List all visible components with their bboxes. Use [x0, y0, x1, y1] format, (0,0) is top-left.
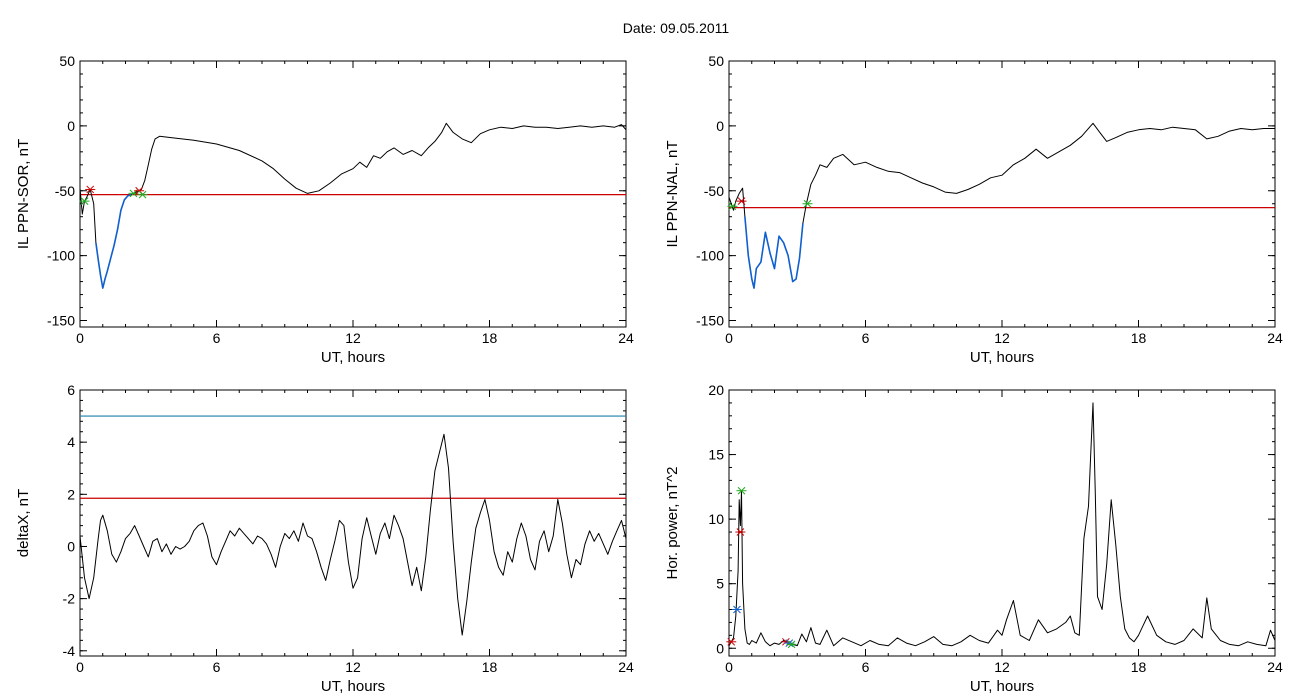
marker-stroke	[787, 640, 796, 649]
x-tick-label: 24	[1267, 330, 1283, 346]
panel-ppn-sor: 0 6 12 18 24 -150 -100 -50 0 50 UT, hours IL PPN-SO…	[15, 53, 634, 366]
x-tick-label: 18	[482, 659, 498, 675]
marker-stroke	[86, 185, 95, 194]
x-tick-label: 12	[994, 330, 1010, 346]
x-tick-label: 6	[862, 659, 870, 675]
marker-stroke	[135, 186, 144, 195]
y-tick-label: -4	[63, 643, 76, 659]
x-tick-label: 12	[994, 659, 1010, 675]
y-tick-label: 50	[708, 53, 724, 69]
y-tick-label: -150	[47, 313, 75, 329]
plot-area	[729, 402, 1275, 647]
figure-title: Date: 09.05.2011	[623, 20, 730, 36]
data-series-line	[80, 122, 626, 289]
x-tick-label: 6	[213, 330, 221, 346]
data-series-line	[729, 122, 1275, 289]
marker-stroke	[728, 202, 737, 211]
y-axis-label: deltaX, nT	[15, 489, 32, 557]
marker-stroke	[785, 639, 794, 647]
y-tick-label: 5	[716, 576, 724, 592]
plot-area	[729, 122, 1275, 289]
x-tick-label: 24	[618, 330, 634, 346]
panel-hor-power: 0 6 12 18 24 0 5 10 15 20 UT, hours Hor. power, nT^…	[664, 382, 1283, 695]
marker-stroke	[737, 197, 746, 205]
plot-area	[80, 415, 626, 636]
marker-red	[735, 528, 746, 536]
x-tick-label: 0	[76, 330, 84, 346]
y-tick-label: 2	[67, 486, 75, 502]
y-tick-label: -100	[696, 248, 724, 264]
y-tick-label: 50	[59, 53, 75, 69]
y-axis-label: Hor. power, nT^2	[664, 467, 681, 580]
y-tick-label: 4	[67, 434, 75, 450]
marker-green	[79, 197, 90, 205]
marker-stroke	[138, 190, 147, 199]
x-tick-label: 18	[1131, 330, 1147, 346]
marker-red	[736, 197, 747, 205]
x-tick-label: 18	[482, 330, 498, 346]
y-tick-label: -100	[47, 248, 75, 264]
x-tick-label: 6	[213, 659, 221, 675]
y-tick-label: 0	[716, 118, 724, 134]
panel-ppn-nal: 0 6 12 18 24 -150 -100 -50 0 50 UT, hours IL PPN-NA…	[664, 53, 1283, 366]
plot-frame	[728, 60, 1276, 328]
x-tick-label: 12	[345, 659, 361, 675]
marker-green	[727, 202, 738, 211]
x-axis-label: UT, hours	[321, 678, 385, 695]
marker-stroke	[782, 637, 790, 646]
marker-stroke	[803, 199, 812, 208]
y-tick-label: -150	[696, 313, 724, 329]
x-tick-label: 0	[725, 330, 733, 346]
marker-stroke	[737, 486, 746, 495]
marker-green	[736, 486, 747, 495]
data-series-line	[80, 433, 626, 636]
plot-frame	[79, 389, 627, 657]
y-tick-label: 20	[708, 382, 724, 398]
y-tick-label: 0	[716, 640, 724, 656]
y-tick-label: -50	[704, 183, 724, 199]
x-tick-label: 12	[345, 330, 361, 346]
y-tick-label: 10	[708, 511, 724, 527]
plot-frame	[728, 389, 1276, 657]
y-tick-label: 6	[67, 382, 75, 398]
x-tick-label: 6	[862, 330, 870, 346]
marker-stroke	[727, 637, 736, 646]
y-axis-label: IL PPN-NAL, nT	[664, 141, 681, 248]
x-axis-label: UT, hours	[321, 349, 385, 366]
marker-red	[85, 185, 96, 194]
y-tick-label: 0	[67, 538, 75, 554]
y-tick-label: -50	[55, 183, 75, 199]
plot-area	[80, 122, 626, 289]
y-tick-label: -2	[63, 591, 76, 607]
highlight-series-line	[744, 216, 804, 289]
y-tick-label: 0	[67, 118, 75, 134]
x-tick-label: 0	[725, 659, 733, 675]
marker-green	[137, 190, 148, 199]
marker-stroke	[80, 197, 89, 205]
x-tick-label: 24	[1267, 659, 1283, 675]
x-tick-label: 0	[76, 659, 84, 675]
y-axis-label: IL PPN-SOR, nT	[15, 139, 32, 249]
marker-stroke	[733, 605, 741, 614]
marker-blue	[731, 605, 742, 614]
marker-red	[726, 637, 737, 646]
x-tick-label: 24	[618, 659, 634, 675]
x-axis-label: UT, hours	[970, 349, 1034, 366]
highlight-series-line	[95, 193, 132, 289]
plot-frame	[79, 60, 627, 328]
marker-stroke	[736, 528, 745, 536]
x-axis-label: UT, hours	[970, 678, 1034, 695]
data-series-line	[729, 402, 1275, 647]
y-tick-label: 15	[708, 447, 724, 463]
marker-green	[802, 199, 813, 208]
marker-green	[786, 640, 797, 649]
x-tick-label: 18	[1131, 659, 1147, 675]
